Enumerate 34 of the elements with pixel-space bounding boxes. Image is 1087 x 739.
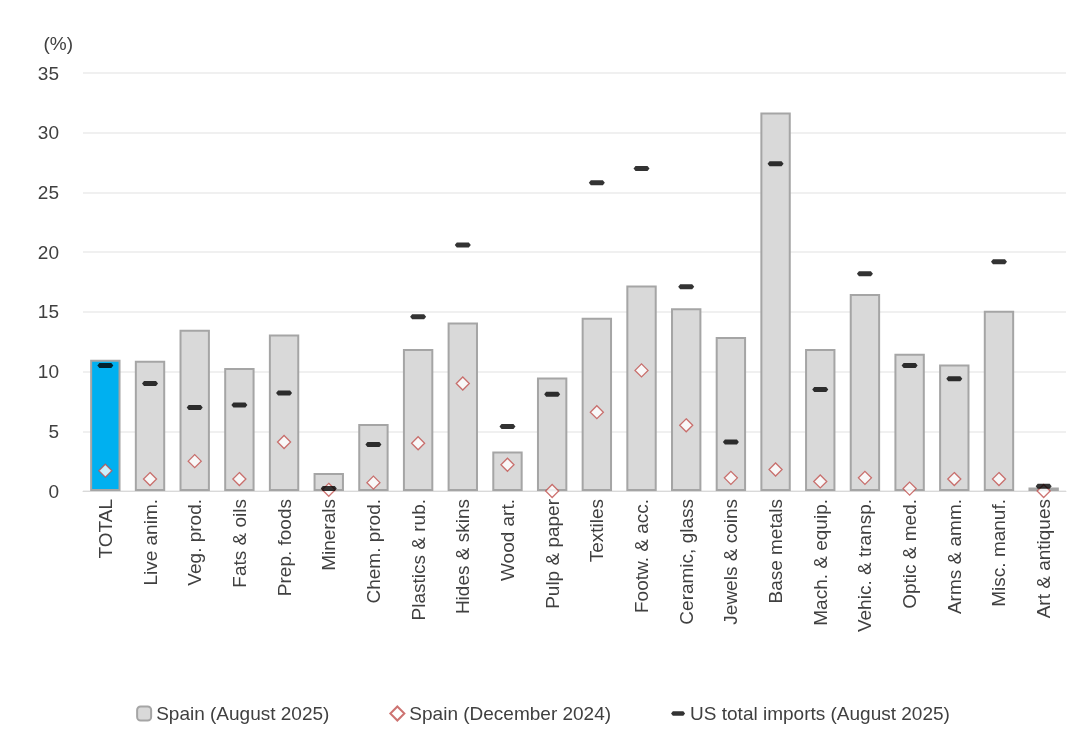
y-tick-label: 20 — [37, 241, 59, 263]
x-tick-label: Live anim. — [139, 499, 161, 586]
x-tick-label: Veg. prod. — [184, 499, 206, 586]
x-tick-label: Prep. foods — [273, 499, 295, 597]
y-tick-label: 15 — [37, 301, 59, 323]
y-tick-label: 0 — [48, 480, 59, 502]
x-tick-label: Vehic. & transp. — [854, 499, 876, 633]
x-tick-label: Footw. & acc. — [631, 499, 653, 614]
y-axis-title: (%) — [43, 33, 73, 54]
x-tick-label: Textiles — [586, 499, 608, 563]
y-tick-label: 10 — [37, 361, 59, 383]
x-tick-label: Mach. & equip. — [809, 499, 831, 626]
x-tick-label: Arms & amm. — [943, 499, 965, 615]
x-tick-label: Minerals — [318, 499, 340, 571]
legend-label: US total imports (August 2025) — [690, 703, 950, 724]
x-tick-label: Wood art. — [496, 499, 518, 582]
x-tick-label: Optic & med. — [899, 499, 921, 609]
x-tick-label: Jewels & coins — [720, 499, 742, 625]
legend-label: Spain (December 2024) — [409, 703, 612, 724]
x-tick-label: TOTAL — [94, 499, 116, 559]
x-tick-label: Fats & oils — [228, 499, 250, 588]
y-tick-label: 35 — [37, 62, 59, 84]
x-tick-label: Base metals — [765, 499, 787, 604]
x-tick-label: Misc. manuf. — [988, 499, 1010, 607]
y-tick-label: 5 — [48, 420, 59, 442]
y-tick-label: 25 — [37, 181, 59, 203]
x-tick-label: Hides & skins — [452, 499, 474, 615]
y-tick-label: 30 — [37, 122, 59, 144]
x-tick-label: Ceramic, glass — [675, 499, 697, 625]
x-tick-label: Pulp & paper — [541, 498, 563, 609]
legend-label: Spain (August 2025) — [156, 703, 330, 724]
x-tick-label: Art & antiques — [1033, 499, 1055, 619]
x-tick-label: Chem. prod. — [362, 499, 384, 604]
x-tick-label: Plastics & rub. — [407, 499, 429, 621]
